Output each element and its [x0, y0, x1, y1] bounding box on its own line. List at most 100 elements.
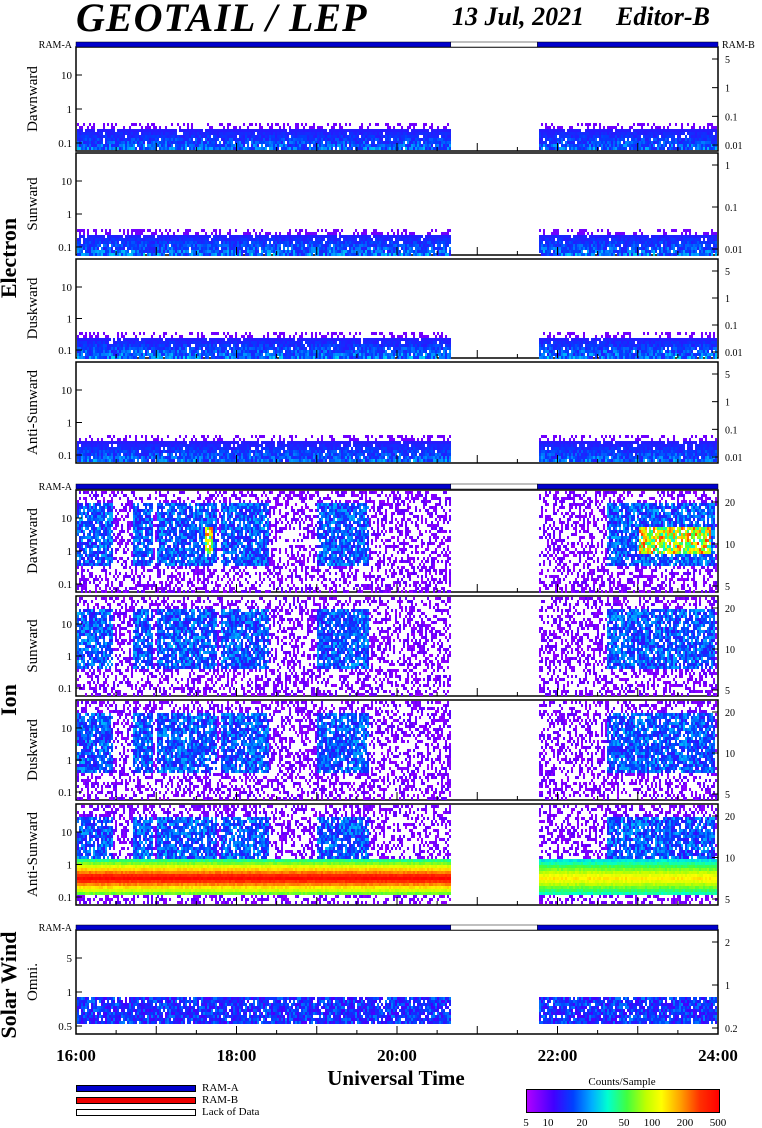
- heatmap-ion-duskward: [77, 701, 717, 800]
- panel-label-ion-duskward: Duskward: [25, 719, 41, 781]
- right-tick-label: 5: [725, 55, 730, 66]
- colorbar-title: Counts/Sample: [526, 1076, 718, 1088]
- left-tick-label: 1: [67, 546, 73, 558]
- group-label-electron: Electron: [0, 218, 21, 298]
- x-tick-label: 16:00: [56, 1046, 96, 1065]
- right-tick-label: 1: [725, 161, 730, 172]
- right-tick-label: 20: [725, 812, 735, 823]
- panel-label-ion-anti-sunward: Anti-Sunward: [25, 812, 41, 897]
- heatmap-ion-anti-sunward: [77, 805, 717, 904]
- ram-right-label: RAM-B: [722, 40, 755, 51]
- panel-label-electron-dawnward: Dawnward: [25, 66, 41, 132]
- right-tick-label: 10: [725, 645, 735, 656]
- left-tick-label: 10: [61, 513, 73, 525]
- left-tick-label: 10: [61, 827, 73, 839]
- right-tick-label: 10: [725, 540, 735, 551]
- right-tick-label: 5: [725, 267, 730, 278]
- left-tick-label: 0.1: [58, 345, 72, 357]
- ram-left-label: RAM-A: [39, 40, 73, 51]
- panel-label-electron-duskward: Duskward: [25, 277, 41, 339]
- heatmap-ion-sunward: [77, 597, 717, 696]
- right-tick-label: 5: [725, 582, 730, 593]
- left-tick-label: 1: [67, 755, 73, 767]
- legend-item-ram-a: RAM-A: [76, 1082, 259, 1094]
- x-tick-label: 24:00: [698, 1046, 738, 1065]
- right-tick-label: 10: [725, 854, 735, 865]
- left-tick-label: 0.1: [58, 787, 72, 799]
- group-label-ion: Ion: [0, 684, 21, 716]
- left-tick-label: 1: [67, 987, 73, 999]
- heatmap-ion-dawnward: [77, 491, 717, 593]
- right-tick-label: 0.1: [725, 425, 738, 436]
- left-tick-label: 10: [61, 385, 73, 397]
- left-tick-label: 10: [61, 282, 73, 294]
- x-tick-label: 18:00: [217, 1046, 257, 1065]
- colorbar-tick-label: 500: [710, 1117, 727, 1128]
- plot-date: 13 Jul, 2021: [452, 2, 584, 32]
- left-tick-label: 1: [67, 418, 73, 430]
- ram-a-bar: [75, 41, 452, 48]
- legend-label: RAM-A: [202, 1082, 239, 1094]
- left-tick-label: 1: [67, 860, 73, 872]
- heatmap-solar-wind-omni-: [77, 997, 717, 1024]
- left-tick-label: 10: [61, 176, 73, 188]
- right-tick-label: 1: [725, 84, 730, 95]
- right-tick-label: 5: [725, 895, 730, 906]
- right-tick-label: 0.1: [725, 112, 738, 123]
- left-tick-label: 5: [67, 953, 73, 965]
- left-tick-label: 1: [67, 314, 73, 326]
- right-tick-label: 20: [725, 708, 735, 719]
- right-tick-label: 0.01: [725, 453, 743, 464]
- colorbar-tick-label: 50: [619, 1117, 631, 1128]
- ram-left-label: RAM-A: [39, 482, 73, 493]
- left-tick-label: 0.5: [58, 1021, 72, 1033]
- colorbar: [526, 1089, 720, 1113]
- group-label-solar-wind: Solar Wind: [0, 931, 21, 1038]
- legend-item-lack-of-data: Lack of Data: [76, 1106, 259, 1118]
- right-tick-label: 0.1: [725, 321, 738, 332]
- panel-label-ion-dawnward: Dawnward: [25, 508, 41, 574]
- right-tick-label: 0.01: [725, 348, 743, 359]
- right-tick-label: 20: [725, 498, 735, 509]
- colorbar-tick-label: 5: [523, 1117, 529, 1128]
- ram-left-label: RAM-A: [39, 923, 73, 934]
- right-tick-label: 0.01: [725, 141, 743, 152]
- right-tick-label: 0.1: [725, 203, 738, 214]
- left-tick-label: 0.1: [58, 579, 72, 591]
- x-tick-label: 22:00: [538, 1046, 578, 1065]
- left-tick-label: 10: [61, 723, 73, 735]
- ram-a-bar: [537, 924, 719, 931]
- right-tick-label: 5: [725, 686, 730, 697]
- right-tick-label: 20: [725, 604, 735, 615]
- right-tick-label: 1: [725, 398, 730, 409]
- colorbar-tick-label: 20: [577, 1117, 589, 1128]
- legend-item-ram-b: RAM-B: [76, 1094, 259, 1106]
- x-tick-label: 20:00: [377, 1046, 417, 1065]
- right-tick-label: 5: [725, 370, 730, 381]
- heatmap-electron-anti-sunward: [77, 435, 717, 462]
- ram-a-bar: [75, 483, 452, 490]
- lack-of-data-bar: [450, 924, 538, 931]
- lack-of-data-bar: [450, 483, 538, 490]
- left-tick-label: 10: [61, 619, 73, 631]
- heatmap-electron-dawnward: [77, 123, 717, 150]
- panel-label-ion-sunward: Sunward: [25, 619, 41, 673]
- left-tick-label: 1: [67, 104, 73, 116]
- right-tick-label: 10: [725, 749, 735, 760]
- legend-swatch: [76, 1084, 196, 1092]
- right-tick-label: 0.2: [725, 1024, 738, 1035]
- heatmap-electron-duskward: [77, 332, 717, 359]
- ram-a-bar: [75, 924, 452, 931]
- plot-editor: Editor-B: [616, 2, 710, 32]
- panel-label-solar-wind-omni-: Omni.: [25, 963, 41, 1001]
- heatmap-electron-sunward: [77, 229, 717, 256]
- left-tick-label: 0.1: [58, 683, 72, 695]
- ram-a-bar: [537, 41, 719, 48]
- left-tick-label: 1: [67, 651, 73, 663]
- left-tick-label: 0.1: [58, 138, 72, 150]
- right-tick-label: 1: [725, 294, 730, 305]
- lack-of-data-bar: [450, 41, 538, 48]
- panel-label-electron-sunward: Sunward: [25, 177, 41, 231]
- legend-label: RAM-B: [202, 1094, 238, 1106]
